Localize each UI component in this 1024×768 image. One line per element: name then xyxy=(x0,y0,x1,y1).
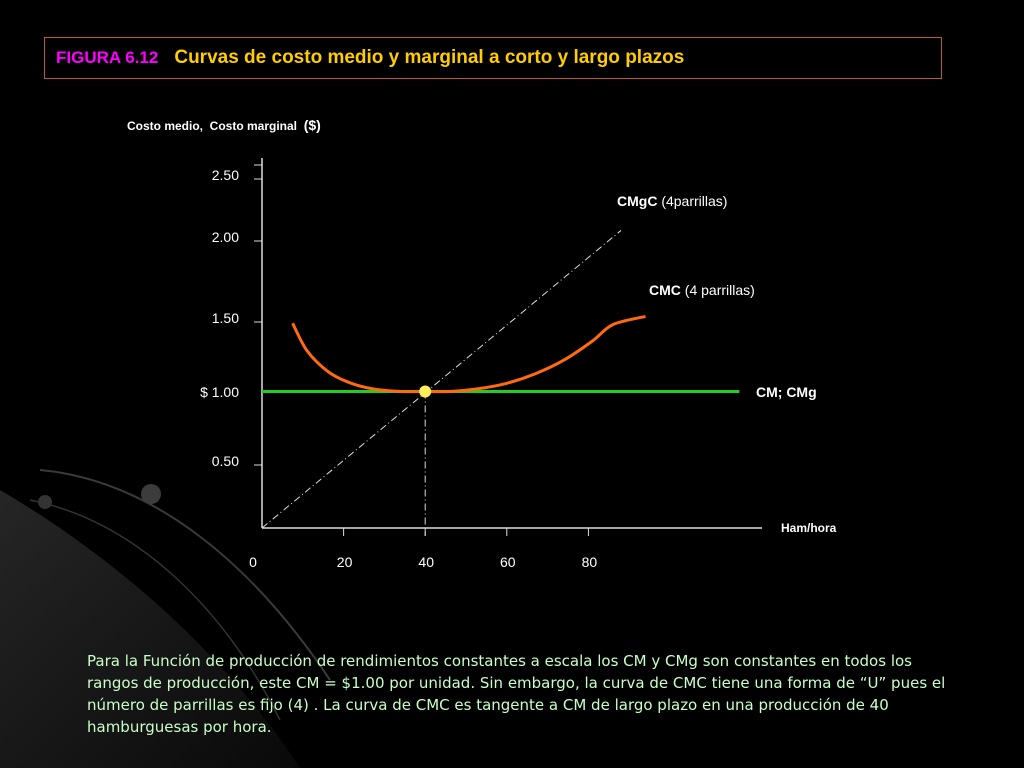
chart-axes xyxy=(254,158,762,529)
y-tick-label: 2.00 xyxy=(212,229,239,245)
x-tick-label: 0 xyxy=(249,554,257,570)
y-axis-label-text: Costo medio, Costo marginal xyxy=(127,119,298,133)
figure-title-box: FIGURA 6.12 Curvas de costo medio y marg… xyxy=(44,37,942,79)
x-tick-label: 40 xyxy=(418,554,434,570)
series-label-rest: (4 parrillas) xyxy=(681,282,755,298)
series-cmgc xyxy=(261,230,622,529)
figure-title: Curvas de costo medio y marginal a corto… xyxy=(174,47,685,68)
series-label: CMgC (4parrillas) xyxy=(617,193,727,209)
y-axis-label: Costo medio, Costo marginal ($) xyxy=(127,117,321,133)
y-axis-label-unit: ($) xyxy=(303,117,321,133)
figure-label: FIGURA 6.12 xyxy=(56,48,159,67)
y-tick-label: 1.50 xyxy=(212,310,239,326)
x-axis-label: Ham/hora xyxy=(781,521,837,535)
series-label: CM; CMg xyxy=(756,384,817,400)
x-tick-label: 80 xyxy=(582,554,598,570)
x-tick-label: 20 xyxy=(337,554,353,570)
chart-ticks: 2.50 2.00 1.50 $ 1.00 0.50 0 20 40 60 80 Ham/hora xyxy=(200,167,837,570)
series-label-bold: CMC xyxy=(649,282,681,298)
y-tick-label: 2.50 xyxy=(212,167,239,183)
figure-caption: Para la Función de producción de rendimi… xyxy=(87,652,946,736)
series-label-bold: CM; CMg xyxy=(756,384,817,400)
y-tick-label: 0.50 xyxy=(212,453,239,469)
chart-series: CM; CMg CMC (4 parrillas) CMgC (4parrillas… xyxy=(261,193,817,529)
y-tick-label: $ 1.00 xyxy=(200,384,239,400)
series-label-rest: (4parrillas) xyxy=(657,193,727,209)
series-label-bold: CMgC xyxy=(617,193,657,209)
series-cmc xyxy=(291,314,646,394)
chart-marks xyxy=(419,385,432,536)
tangent-point xyxy=(419,385,432,398)
series-label: CMC (4 parrillas) xyxy=(649,282,755,298)
x-tick-label: 60 xyxy=(500,554,516,570)
